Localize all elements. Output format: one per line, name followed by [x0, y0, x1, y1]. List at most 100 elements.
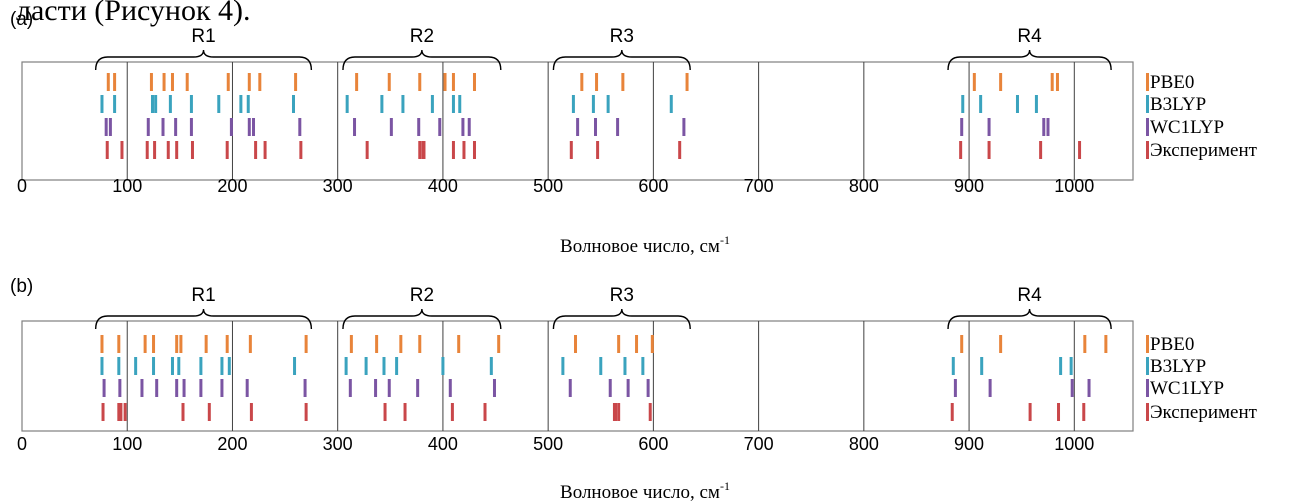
data-mark — [1046, 118, 1050, 136]
data-mark — [185, 73, 189, 91]
data-mark — [451, 73, 455, 91]
data-mark — [304, 403, 308, 421]
data-mark — [190, 141, 194, 159]
data-mark — [1028, 403, 1032, 421]
data-mark — [418, 335, 422, 353]
data-mark — [239, 95, 243, 113]
series-b3lyp — [100, 95, 1038, 113]
data-mark — [382, 357, 386, 375]
data-mark — [457, 335, 461, 353]
data-mark — [568, 379, 572, 397]
data-mark — [987, 141, 991, 159]
data-mark — [217, 95, 221, 113]
data-mark — [140, 379, 144, 397]
data-mark — [438, 118, 442, 136]
data-mark — [472, 141, 476, 159]
data-mark — [119, 403, 123, 421]
data-mark — [685, 73, 689, 91]
data-mark — [461, 118, 465, 136]
x-tick-label: 0 — [17, 176, 27, 196]
data-mark — [635, 335, 639, 353]
data-mark — [1057, 403, 1061, 421]
data-mark — [399, 335, 403, 353]
data-mark — [1104, 335, 1108, 353]
data-mark — [951, 357, 955, 375]
chart-panels: (a)0 100 200 300 400 500 600 700 800 900 1000Волно… — [10, 9, 1258, 503]
data-mark — [987, 118, 991, 136]
data-mark — [249, 403, 253, 421]
x-axis-label: Волновое число, см-1 — [560, 479, 730, 503]
data-mark — [117, 335, 121, 353]
region-label-r2: R2 — [410, 285, 434, 306]
data-mark — [1050, 73, 1054, 91]
legend-label: Эксперимент — [1150, 402, 1258, 423]
data-mark — [1059, 357, 1063, 375]
data-mark — [204, 335, 208, 353]
data-mark — [246, 95, 250, 113]
data-mark — [422, 141, 426, 159]
data-mark — [258, 73, 262, 91]
data-mark — [117, 403, 121, 421]
data-mark — [189, 118, 193, 136]
data-mark — [189, 95, 193, 113]
data-mark — [146, 118, 150, 136]
data-mark — [599, 357, 603, 375]
x-tick-label: 400 — [428, 434, 458, 454]
data-mark — [175, 141, 179, 159]
legend-swatch — [1146, 118, 1149, 136]
x-axis-label-text: Волновое число, см — [560, 482, 720, 503]
region-label-r1: R1 — [191, 26, 215, 47]
data-mark — [364, 357, 368, 375]
data-mark — [106, 73, 110, 91]
data-mark — [443, 73, 447, 91]
data-mark — [650, 335, 654, 353]
data-mark — [252, 118, 256, 136]
legend-label: Эксперимент — [1150, 140, 1258, 161]
data-mark — [220, 379, 224, 397]
x-tick-label: 700 — [744, 176, 774, 196]
data-mark — [576, 118, 580, 136]
data-mark — [462, 141, 466, 159]
series-pbe0 — [100, 335, 1108, 353]
data-mark — [105, 141, 109, 159]
legend-label: WC1LYP — [1150, 378, 1224, 399]
data-mark — [143, 335, 147, 353]
data-mark — [353, 118, 357, 136]
x-tick-label: 600 — [638, 434, 668, 454]
plot-frame — [21, 320, 1134, 432]
data-mark — [1083, 335, 1087, 353]
x-tick-label: 700 — [744, 434, 774, 454]
data-mark — [626, 379, 630, 397]
data-mark — [375, 335, 379, 353]
legend-swatch — [1146, 403, 1149, 421]
x-tick-label: 400 — [428, 176, 458, 196]
x-tick-label: 800 — [849, 176, 879, 196]
region-brace-r4 — [947, 49, 1112, 71]
data-mark — [117, 357, 121, 375]
x-tick-label: 600 — [638, 176, 668, 196]
data-mark — [606, 95, 610, 113]
data-mark — [999, 73, 1003, 91]
data-mark — [355, 73, 359, 91]
data-mark — [483, 403, 487, 421]
data-mark — [1039, 141, 1043, 159]
data-mark — [472, 73, 476, 91]
region-brace-r3 — [552, 49, 691, 71]
x-tick-label: 500 — [533, 176, 563, 196]
data-mark — [492, 379, 496, 397]
data-mark — [181, 403, 185, 421]
data-mark — [418, 141, 422, 159]
x-tick-label: 0 — [17, 434, 27, 454]
data-mark — [145, 141, 149, 159]
region-brace-r1 — [94, 308, 313, 330]
data-mark — [348, 379, 352, 397]
region-label-r1: R1 — [191, 285, 215, 306]
legend-swatch — [1146, 357, 1149, 375]
series-wc1lyp — [102, 379, 1091, 397]
data-mark — [182, 379, 186, 397]
plot-frame — [21, 61, 1134, 181]
data-mark — [395, 357, 399, 375]
x-axis-label-text: Волновое число, см — [560, 236, 720, 257]
data-mark — [291, 95, 295, 113]
data-mark — [113, 95, 117, 113]
